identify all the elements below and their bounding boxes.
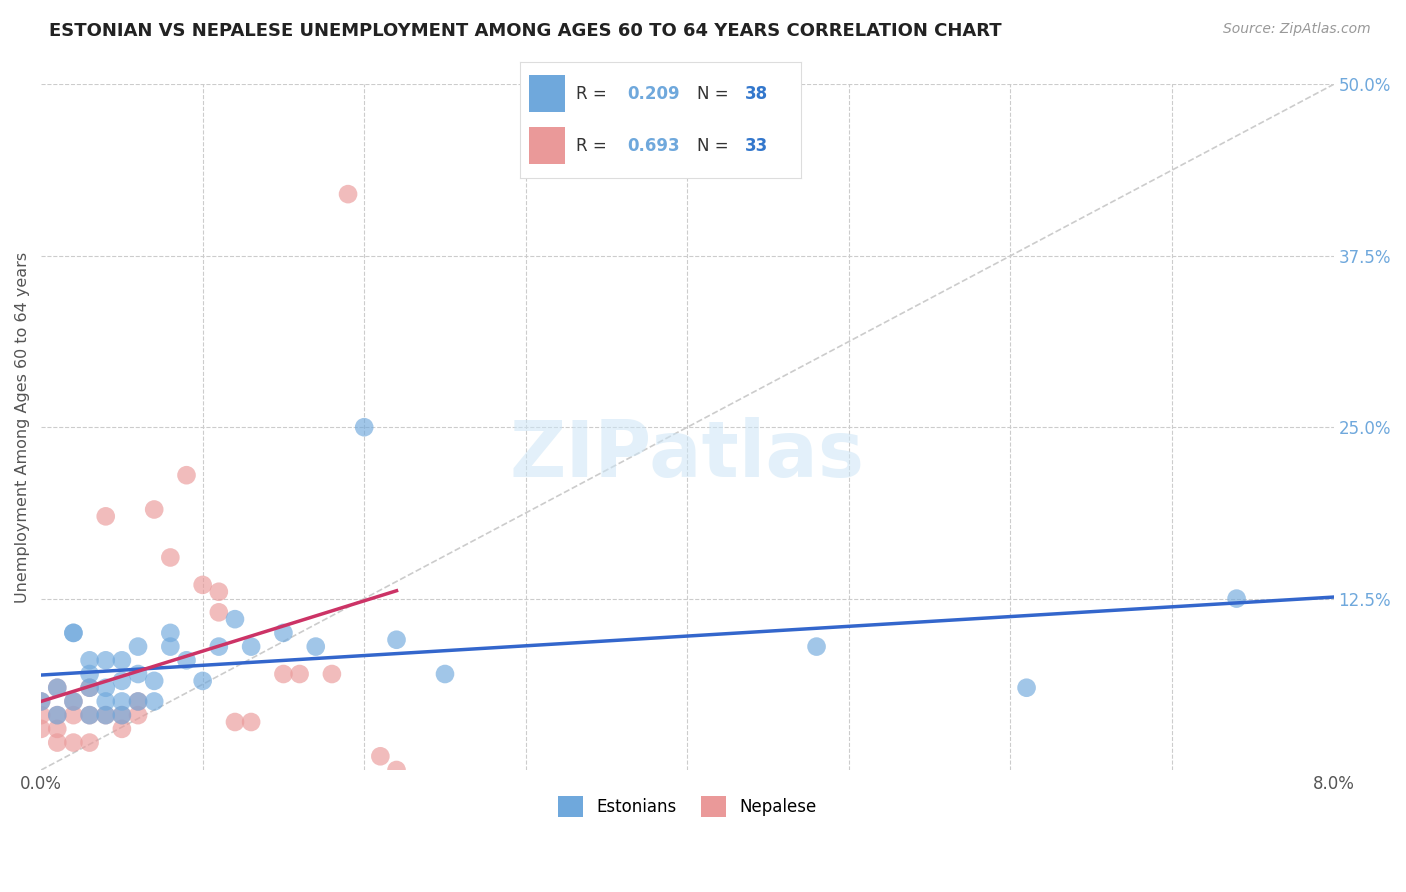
Point [62, 708, 84, 723]
Point [143, 694, 166, 708]
Point [143, 673, 166, 688]
Point [224, 612, 246, 626]
Point [806, 640, 828, 654]
Point [62, 735, 84, 749]
Point [1226, 591, 1249, 606]
Point [79, 735, 101, 749]
FancyBboxPatch shape [529, 75, 565, 112]
Point [111, 708, 134, 723]
Text: R =: R = [576, 137, 613, 155]
Point [94, 708, 117, 723]
Point [127, 694, 149, 708]
Point [111, 673, 134, 688]
Point [79, 708, 101, 723]
Point [94, 708, 117, 723]
Point [385, 632, 408, 647]
Point [191, 673, 214, 688]
Text: Source: ZipAtlas.com: Source: ZipAtlas.com [1223, 22, 1371, 37]
Point [1015, 681, 1038, 695]
Point [30, 722, 52, 736]
Point [62, 626, 84, 640]
Point [208, 605, 231, 619]
Point [305, 640, 328, 654]
Point [46, 735, 69, 749]
Point [385, 763, 408, 777]
Point [208, 584, 231, 599]
Point [30, 694, 52, 708]
Text: ZIPatlas: ZIPatlas [510, 417, 865, 492]
Point [94, 681, 117, 695]
Text: 33: 33 [745, 137, 769, 155]
Point [46, 708, 69, 723]
Text: ESTONIAN VS NEPALESE UNEMPLOYMENT AMONG AGES 60 TO 64 YEARS CORRELATION CHART: ESTONIAN VS NEPALESE UNEMPLOYMENT AMONG … [49, 22, 1002, 40]
Point [62, 694, 84, 708]
Point [94, 694, 117, 708]
Point [353, 420, 375, 434]
Point [94, 509, 117, 524]
Point [79, 653, 101, 667]
Point [273, 626, 295, 640]
Point [46, 708, 69, 723]
Point [191, 578, 214, 592]
Text: 0.693: 0.693 [627, 137, 679, 155]
Point [433, 667, 456, 681]
Point [143, 502, 166, 516]
Text: R =: R = [576, 85, 613, 103]
Point [240, 640, 263, 654]
Point [62, 694, 84, 708]
Point [127, 694, 149, 708]
Point [79, 667, 101, 681]
Point [273, 667, 295, 681]
Point [176, 468, 198, 483]
Legend: Estonians, Nepalese: Estonians, Nepalese [551, 789, 824, 823]
Point [79, 681, 101, 695]
Point [111, 694, 134, 708]
Point [159, 640, 181, 654]
Point [94, 653, 117, 667]
Point [337, 187, 360, 202]
Point [111, 722, 134, 736]
Point [127, 640, 149, 654]
Point [321, 667, 343, 681]
Text: 0.209: 0.209 [627, 85, 679, 103]
Point [240, 714, 263, 729]
Point [208, 640, 231, 654]
FancyBboxPatch shape [529, 128, 565, 164]
Point [46, 722, 69, 736]
Point [30, 694, 52, 708]
Point [62, 626, 84, 640]
Point [111, 708, 134, 723]
Point [159, 550, 181, 565]
Text: 38: 38 [745, 85, 768, 103]
Point [176, 653, 198, 667]
Point [224, 714, 246, 729]
Text: N =: N = [697, 85, 734, 103]
Point [111, 653, 134, 667]
Y-axis label: Unemployment Among Ages 60 to 64 years: Unemployment Among Ages 60 to 64 years [15, 252, 30, 603]
Point [127, 667, 149, 681]
Point [288, 667, 311, 681]
Point [370, 749, 392, 764]
Point [79, 681, 101, 695]
Text: N =: N = [697, 137, 734, 155]
Point [46, 681, 69, 695]
Point [30, 708, 52, 723]
Point [79, 708, 101, 723]
Point [46, 681, 69, 695]
Point [127, 708, 149, 723]
Point [159, 626, 181, 640]
